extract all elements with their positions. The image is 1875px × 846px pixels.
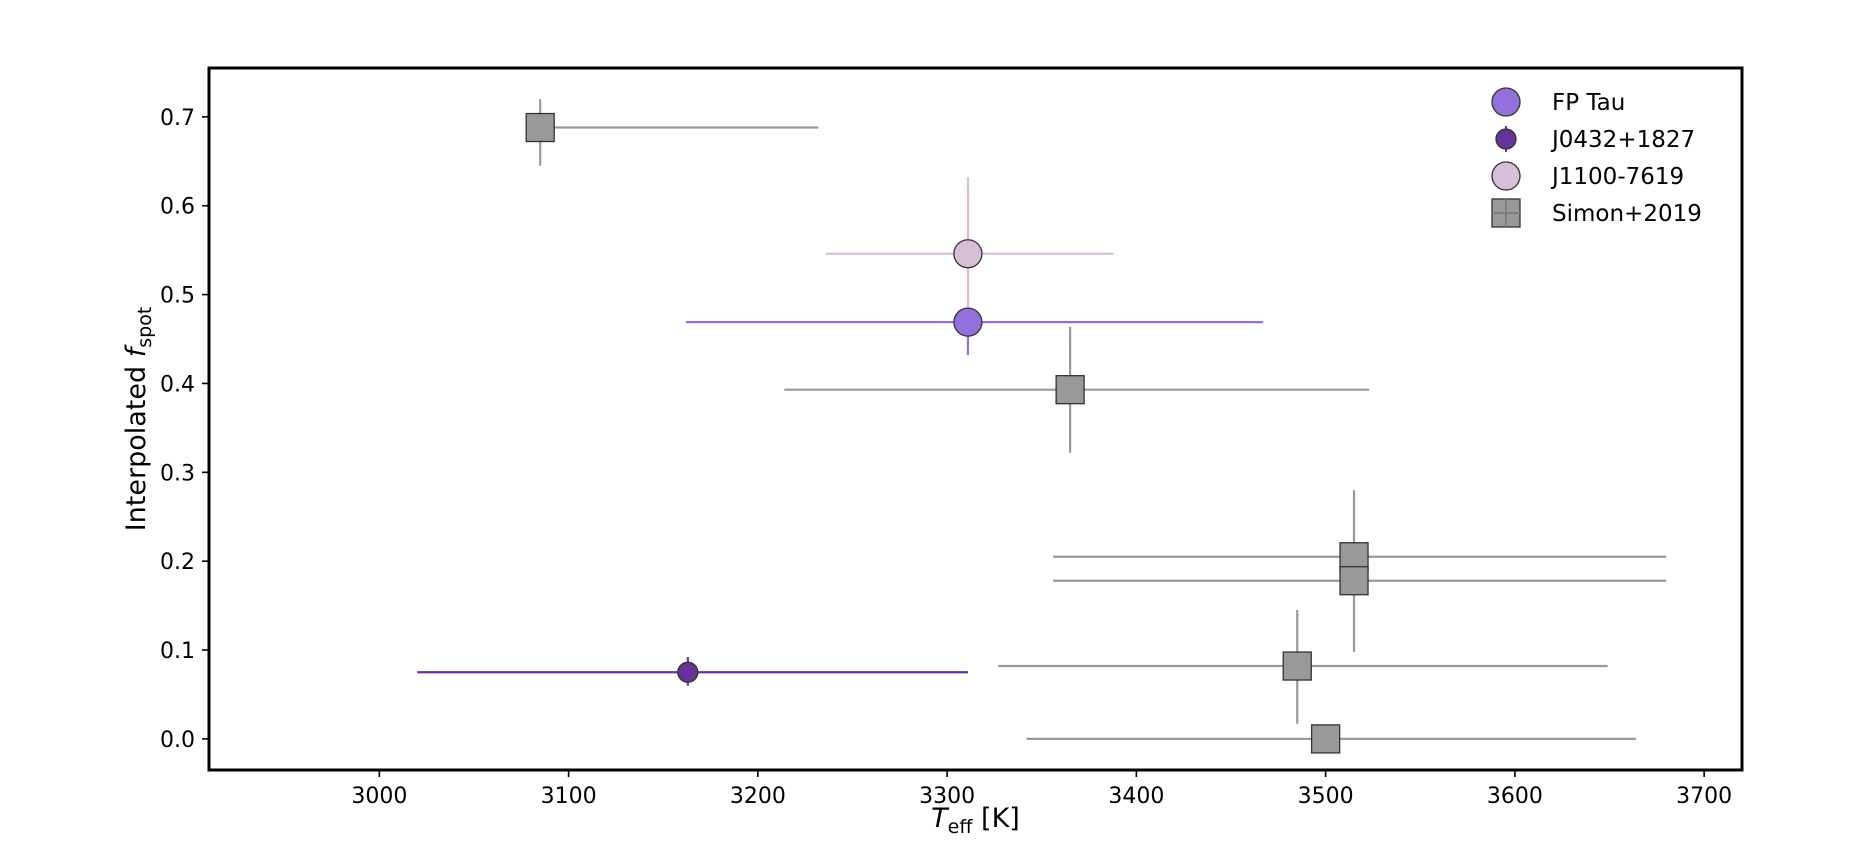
plot-area-frame	[207, 66, 1744, 772]
y-tick-label: 0.6	[160, 195, 195, 220]
x-tick-label: 3300	[919, 784, 975, 809]
data-point	[1339, 566, 1369, 596]
legend-label: Simon+2019	[1552, 201, 1702, 227]
legend-swatch	[1495, 128, 1517, 150]
x-axis-label: Teff [K]	[931, 803, 1020, 838]
legend: FP Tau J0432+1827 J1100-7619 Simon+2019	[1491, 87, 1702, 228]
y-axis-label-text: Interpolated	[121, 366, 152, 531]
legend-item: J0432+1827	[1495, 126, 1695, 153]
y-tick-label: 0.3	[160, 461, 195, 486]
data-point	[1282, 651, 1312, 681]
y-tick-label: 0.4	[160, 372, 195, 397]
data-point	[1310, 724, 1341, 754]
legend-swatch	[1491, 161, 1521, 191]
data-marks	[417, 99, 1667, 754]
y-axis-label-gap	[121, 357, 152, 366]
y-axis-label: Interpolated fspot	[121, 307, 156, 532]
x-axis-ticks: 3000 3100 3200 3300 3400 3500 3600 3700	[351, 770, 1732, 809]
legend-label: J0432+1827	[1550, 127, 1695, 153]
legend-item: J1100-7619	[1491, 161, 1684, 191]
x-axis-label-unit: [K]	[981, 803, 1020, 834]
series-fp-tau	[685, 307, 1264, 356]
legend-swatch	[1491, 87, 1521, 117]
series-simon-2019	[525, 99, 1667, 754]
data-point	[677, 661, 699, 683]
series-j1100-7619	[825, 177, 1114, 329]
x-tick-label: 3500	[1298, 784, 1354, 809]
x-axis-label-symbol: T	[931, 803, 950, 834]
legend-item: Simon+2019	[1491, 198, 1702, 228]
data-point	[953, 307, 983, 337]
y-tick-label: 0.2	[160, 550, 195, 575]
x-tick-label: 3400	[1108, 784, 1164, 809]
data-point	[1055, 375, 1085, 405]
x-tick-label: 3700	[1676, 784, 1732, 809]
legend-item: FP Tau	[1491, 87, 1625, 117]
x-tick-label: 3200	[730, 784, 786, 809]
x-axis-label-gap	[972, 803, 981, 834]
y-tick-label: 0.5	[160, 284, 195, 309]
y-axis-ticks: 0.0 0.1 0.2 0.3 0.4 0.5 0.6 0.7	[160, 106, 209, 753]
legend-label: FP Tau	[1552, 90, 1625, 116]
y-tick-label: 0.1	[160, 639, 195, 664]
y-tick-label: 0.0	[160, 728, 195, 753]
legend-label: J1100-7619	[1550, 164, 1684, 190]
data-point	[953, 239, 983, 269]
x-axis-label-subscript: eff	[948, 816, 974, 838]
y-axis-label-subscript: spot	[134, 307, 156, 348]
series-j0432-1827	[417, 657, 968, 686]
data-point	[525, 112, 555, 143]
y-tick-label: 0.7	[160, 106, 195, 131]
x-tick-label: 3000	[351, 784, 407, 809]
x-tick-label: 3600	[1487, 784, 1543, 809]
x-tick-label: 3100	[541, 784, 597, 809]
